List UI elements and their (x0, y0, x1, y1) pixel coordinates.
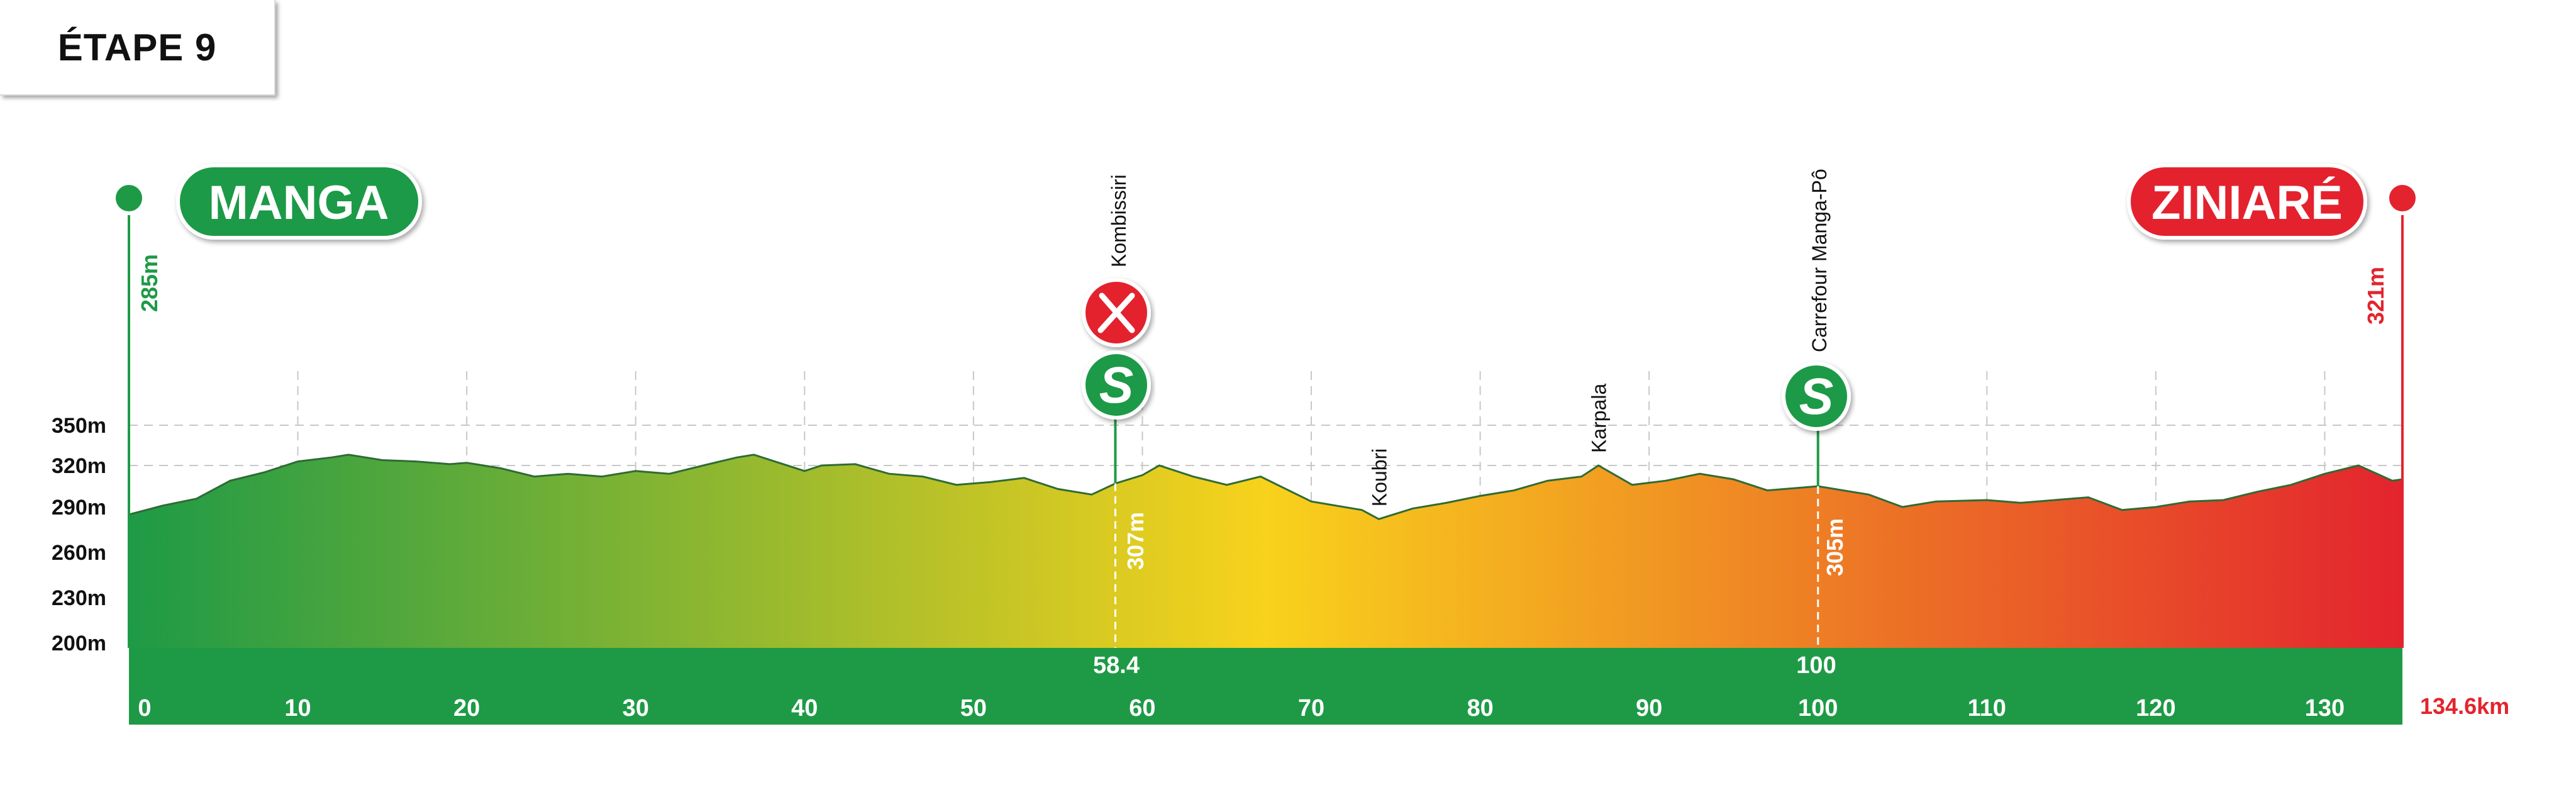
y-tick-label: 200m (52, 632, 106, 655)
elevation-area (129, 454, 2402, 648)
finish-pill (2127, 164, 2367, 240)
x-tick-label: 10 (284, 695, 311, 721)
y-tick-labels: 200m 230m 260m 290m 320m 350m (52, 414, 106, 655)
total-distance: 134.6km (2420, 693, 2509, 719)
x-tick-label: 40 (791, 695, 818, 721)
finish-dot (2385, 181, 2419, 215)
x-tick-label: 20 (453, 695, 480, 721)
y-tick-label: 350m (52, 414, 106, 438)
marker-label: Kombissiri (1108, 174, 1130, 267)
finish-name: ZINIARÉ (2151, 176, 2343, 230)
elevation-outline (128, 454, 2403, 520)
stage-title-tab: ÉTAPE 9 (0, 0, 275, 96)
stage-title: ÉTAPE 9 (57, 26, 217, 69)
start-pill (176, 164, 422, 240)
start-name: MANGA (208, 176, 389, 230)
sprint-icon (1782, 362, 1851, 431)
marker-km: 58.4 (1093, 652, 1140, 679)
place-label-karpala: Karpala (1588, 384, 1611, 454)
distance-band (129, 648, 2402, 725)
marker-km: 100 (1796, 652, 1836, 679)
x-tick-labels: 0 10 20 30 40 50 60 70 80 90 100 110 120 130 (138, 695, 2345, 721)
y-tick-label: 320m (52, 454, 106, 478)
finish-altitude: 321m (2363, 267, 2389, 325)
y-tick-label: 230m (52, 586, 106, 610)
marker-label: Carrefour Manga-Pô (1808, 169, 1831, 352)
x-tick-label: 110 (1968, 695, 2006, 721)
marker-lines (1114, 418, 1819, 648)
fork-knife-icon (1097, 292, 1135, 333)
x-tick-label: 100 (1798, 695, 1838, 721)
sprint-icon (1082, 350, 1151, 420)
marker-altitude: 305m (1822, 518, 1848, 576)
x-tick-label: 50 (960, 695, 987, 721)
marker-altitude: 307m (1123, 512, 1148, 570)
x-tick-label: 60 (1129, 695, 1155, 721)
x-tick-label: 130 (2305, 695, 2345, 721)
marker-kombissiri: Kombissiri S 307m 58.4 (1082, 174, 1151, 679)
x-tick-label: 30 (623, 695, 649, 721)
x-tick-label: 90 (1636, 695, 1662, 721)
x-tick-label: 120 (2136, 695, 2175, 721)
x-tick-label: 70 (1298, 695, 1324, 721)
sprint-icon-letter: S (1099, 357, 1134, 414)
x-tick-label: 80 (1467, 695, 1493, 721)
start-altitude: 285m (136, 254, 162, 312)
place-label-koubri: Koubri (1368, 448, 1391, 507)
y-tick-label: 260m (52, 541, 106, 565)
sprint-icon-letter: S (1799, 368, 1834, 425)
start-dot (112, 181, 146, 215)
x-tick-label: 0 (138, 695, 151, 721)
y-tick-label: 290m (52, 496, 106, 520)
marker-carrefour-manga-po: Carrefour Manga-Pô S 305m 100 (1782, 169, 1851, 679)
